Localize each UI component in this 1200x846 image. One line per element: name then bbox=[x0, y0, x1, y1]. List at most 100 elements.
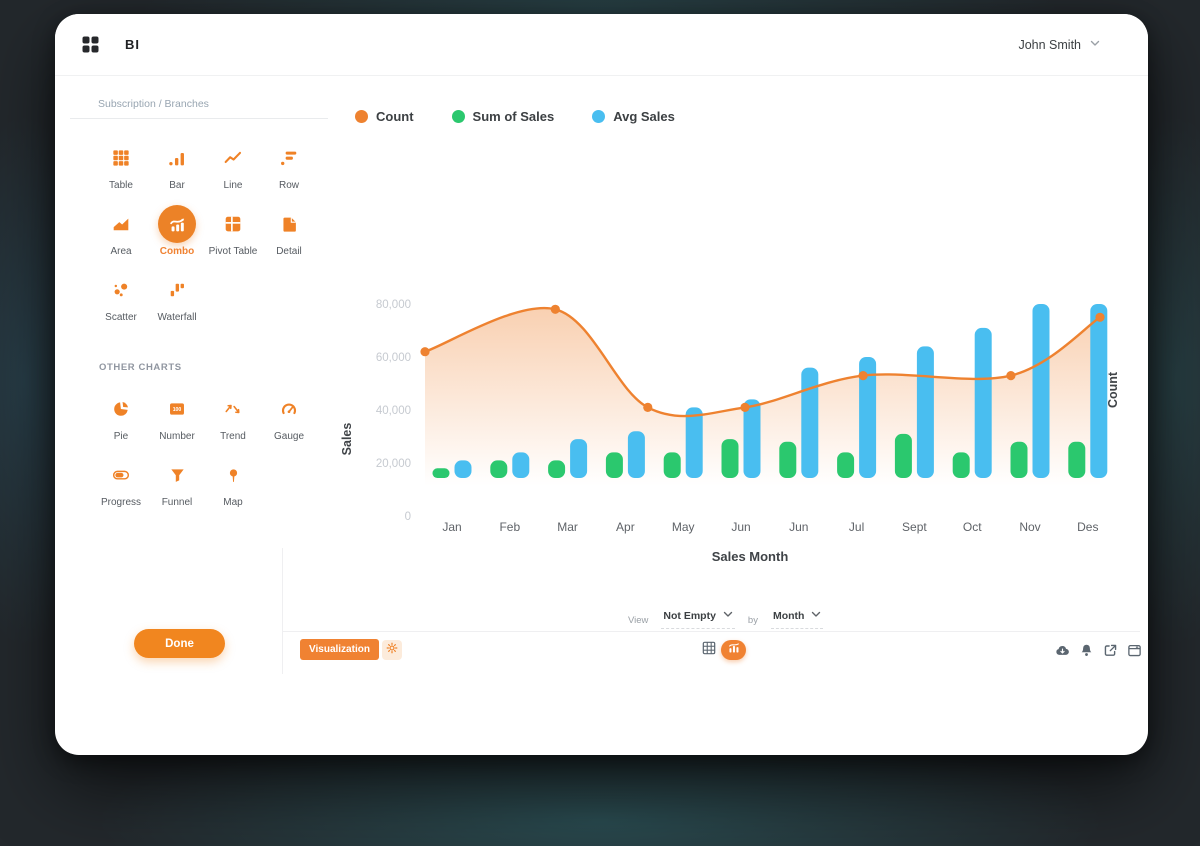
chart-type-trend[interactable]: Trend bbox=[205, 390, 261, 447]
legend-label: Avg Sales bbox=[613, 109, 675, 124]
bar-sum-of-sales-Nov-10 bbox=[1010, 441, 1028, 478]
chart-type-table[interactable]: Table bbox=[93, 139, 149, 196]
bar-sum-of-sales-Jun-5 bbox=[721, 439, 739, 478]
pivot-table-icon bbox=[214, 205, 252, 243]
count-marker-1 bbox=[550, 304, 560, 314]
chart-view-button[interactable] bbox=[721, 640, 746, 660]
chart-type-area[interactable]: Area bbox=[93, 205, 149, 262]
view-mode-toggle bbox=[700, 640, 746, 660]
chart-type-number[interactable]: 100 Number bbox=[149, 390, 205, 447]
y-tick-label: 60,000 bbox=[376, 352, 411, 364]
bar-sum-of-sales-Jun-6 bbox=[779, 441, 797, 478]
chart-view-icon bbox=[727, 641, 741, 660]
bar-avg-sales-May-4 bbox=[685, 407, 703, 478]
count-marker-2 bbox=[643, 402, 653, 412]
chart-type-label: Trend bbox=[220, 431, 246, 442]
legend-label: Count bbox=[376, 109, 414, 124]
legend-item-count[interactable]: Count bbox=[355, 109, 414, 124]
apps-grid-icon[interactable] bbox=[82, 36, 99, 53]
x-tick-label: Apr bbox=[616, 520, 635, 534]
breadcrumb-subscription[interactable]: Subscription bbox=[98, 98, 156, 110]
bell-icon[interactable] bbox=[1079, 643, 1094, 658]
area-icon bbox=[102, 205, 140, 243]
bar-avg-sales-Jun-5 bbox=[743, 399, 761, 478]
visualization-button[interactable]: Visualization bbox=[300, 639, 379, 660]
waterfall-icon bbox=[158, 271, 196, 309]
chart-type-label: Pie bbox=[113, 431, 129, 442]
count-marker-3 bbox=[740, 402, 750, 412]
y-tick-label: 20,000 bbox=[376, 458, 411, 470]
chart-type-label: Scatter bbox=[105, 312, 137, 323]
table-view-button[interactable] bbox=[700, 641, 717, 659]
x-axis-title: Sales Month bbox=[712, 549, 789, 564]
x-tick-label: May bbox=[672, 520, 695, 534]
chevron-down-icon bbox=[1090, 36, 1100, 54]
chart-type-scatter[interactable]: Scatter bbox=[93, 271, 149, 328]
chevron-down-icon bbox=[811, 607, 821, 625]
chart-type-label: Progress bbox=[100, 497, 141, 508]
filter-dropdown[interactable]: Not Empty bbox=[661, 607, 735, 629]
chart-type-pivot-table[interactable]: Pivot Table bbox=[205, 205, 261, 262]
count-marker-5 bbox=[1006, 371, 1016, 381]
chart-type-line[interactable]: Line bbox=[205, 139, 261, 196]
map-icon bbox=[214, 456, 252, 494]
bar-avg-sales-Jul-7 bbox=[859, 357, 877, 478]
bar-avg-sales-Mar-2 bbox=[570, 439, 588, 478]
line-icon bbox=[214, 139, 252, 177]
breadcrumb-separator: / bbox=[158, 98, 165, 110]
legend-item-avg-sales[interactable]: Avg Sales bbox=[592, 109, 675, 124]
app-window: BI John Smith Subscription / Branches Ta… bbox=[55, 14, 1148, 755]
x-tick-label: Sept bbox=[902, 520, 927, 534]
svg-text:100: 100 bbox=[173, 407, 182, 413]
chart-type-waterfall[interactable]: Waterfall bbox=[149, 271, 205, 328]
bar-avg-sales-Oct-9 bbox=[974, 327, 992, 478]
bar-avg-sales-Sept-8 bbox=[916, 346, 934, 478]
chart-type-detail[interactable]: Detail bbox=[261, 205, 317, 262]
chevron-down-icon bbox=[723, 607, 733, 625]
group-by-value: Month bbox=[772, 610, 805, 622]
visualization-settings[interactable] bbox=[381, 639, 402, 660]
chart-type-progress[interactable]: Progress bbox=[93, 456, 149, 513]
chart-type-funnel[interactable]: Funnel bbox=[149, 456, 205, 513]
legend-dot bbox=[355, 110, 368, 123]
chart-type-label: Row bbox=[278, 180, 299, 191]
count-line bbox=[423, 306, 1102, 418]
bar-avg-sales-Feb-1 bbox=[512, 452, 530, 478]
chart-type-bar[interactable]: Bar bbox=[149, 139, 205, 196]
x-tick-label: Jun bbox=[789, 520, 808, 534]
bar-icon bbox=[158, 139, 196, 177]
funnel-icon bbox=[158, 456, 196, 494]
group-by-dropdown[interactable]: Month bbox=[770, 607, 824, 629]
legend-item-sum-of-sales[interactable]: Sum of Sales bbox=[451, 109, 554, 124]
chart-type-pie[interactable]: Pie bbox=[93, 390, 149, 447]
chart-type-grid: Table Bar Line Row Area Combo Pivot Table Detai… bbox=[93, 139, 317, 328]
combo-icon bbox=[158, 205, 196, 243]
view-controls: View Not Empty by Month bbox=[628, 607, 824, 629]
chart-type-gauge[interactable]: Gauge bbox=[261, 390, 317, 447]
pie-icon bbox=[102, 390, 140, 428]
chart-type-map[interactable]: Map bbox=[205, 456, 261, 513]
chart-type-label: Pivot Table bbox=[208, 246, 258, 257]
footer-action-icons bbox=[1055, 643, 1142, 658]
chart-type-row[interactable]: Row bbox=[261, 139, 317, 196]
done-button[interactable]: Done bbox=[134, 629, 225, 658]
app-title: BI bbox=[125, 37, 140, 52]
other-charts-grid: Pie 100 Number Trend Gauge Progress Funnel Map bbox=[93, 390, 317, 513]
bar-avg-sales-Apr-3 bbox=[627, 431, 645, 478]
window-icon[interactable] bbox=[1127, 643, 1142, 658]
bar-avg-sales-Des-11 bbox=[1090, 304, 1108, 478]
breadcrumb-branches[interactable]: Branches bbox=[164, 98, 209, 110]
export-icon[interactable] bbox=[1103, 643, 1118, 658]
detail-icon bbox=[270, 205, 308, 243]
bar-sum-of-sales-Jan-0 bbox=[432, 468, 450, 478]
bar-sum-of-sales-Jul-7 bbox=[837, 452, 855, 478]
chart-type-label: Detail bbox=[276, 246, 302, 257]
filter-value: Not Empty bbox=[663, 610, 716, 622]
x-tick-label: Nov bbox=[1019, 520, 1040, 534]
number-icon: 100 bbox=[158, 390, 196, 428]
cloud-download-icon[interactable] bbox=[1055, 643, 1070, 658]
user-name: John Smith bbox=[1018, 37, 1081, 52]
user-menu[interactable]: John Smith bbox=[1018, 36, 1100, 54]
chart-type-combo[interactable]: Combo bbox=[149, 205, 205, 262]
